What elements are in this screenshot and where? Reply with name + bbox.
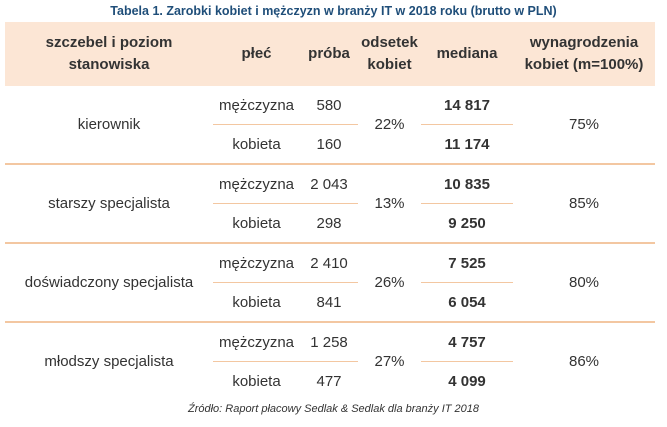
median-cell: 11 174 — [421, 124, 513, 165]
table-row: kobieta 841 6 054 — [5, 282, 655, 323]
share-cell: 13% — [358, 164, 421, 244]
sex-cell: mężczyzna — [213, 86, 300, 125]
sample-cell: 1 258 — [300, 322, 358, 362]
median-cell: 4 757 — [421, 322, 513, 362]
median-cell: 4 099 — [448, 372, 486, 390]
position-cell: młodszy specjalista — [44, 353, 174, 370]
table-row: kobieta 298 9 250 — [5, 203, 655, 244]
sample-cell: 477 — [316, 372, 342, 390]
ratio-cell: 85% — [513, 164, 655, 244]
sample-cell: 2 410 — [300, 243, 358, 283]
header-share: odsetek kobiet — [358, 22, 421, 86]
sample-cell: 160 — [300, 124, 358, 165]
position-cell: kierownik — [5, 86, 213, 165]
table-row: kobieta 477 4 099 — [5, 362, 655, 401]
median-cell: 7 525 — [421, 243, 513, 283]
sex-cell: kobieta — [213, 124, 300, 165]
median-cell: 10 835 — [421, 164, 513, 204]
table-title: Tabela 1. Zarobki kobiet i mężczyzn w br… — [110, 4, 557, 18]
sex-cell: kobieta — [213, 203, 300, 244]
table-row: doświadczony specjalista mężczyzna 2 410… — [5, 243, 655, 323]
table-header-row: szczebel i poziom stanowiska płeć próba … — [5, 22, 655, 86]
ratio-cell: 75% — [513, 86, 655, 165]
position-cell: starszy specjalista — [5, 164, 213, 244]
sex-cell: kobieta — [213, 282, 300, 323]
sex-cell: kobieta — [232, 372, 281, 390]
ratio-cell: 86% — [568, 353, 600, 370]
header-median: mediana — [421, 22, 513, 86]
ratio-cell: 80% — [513, 243, 655, 323]
header-position: szczebel i poziom stanowiska — [5, 22, 213, 86]
header-sex: płeć — [213, 22, 300, 86]
sex-cell: mężczyzna — [213, 164, 300, 204]
header-sample: próba — [300, 22, 358, 86]
sex-cell: mężczyzna — [213, 243, 300, 283]
sample-cell: 841 — [300, 282, 358, 323]
sample-cell: 298 — [300, 203, 358, 244]
table-row: starszy specjalista mężczyzna 2 043 13% … — [5, 164, 655, 244]
header-ratio: wynagrodzenia kobiet (m=100%) — [513, 22, 655, 86]
share-cell: 27% — [374, 353, 405, 370]
share-cell: 26% — [358, 243, 421, 323]
median-cell: 14 817 — [421, 86, 513, 125]
median-cell: 6 054 — [421, 282, 513, 323]
table-row: młodszy specjalista mężczyzna 1 258 27% … — [5, 322, 655, 370]
sample-cell: 2 043 — [300, 164, 358, 204]
position-cell: doświadczony specjalista — [5, 243, 213, 323]
table-row: kobieta 160 11 174 — [5, 124, 655, 165]
table-row: kierownik mężczyzna 580 22% 14 817 75% — [5, 86, 655, 165]
share-cell: 22% — [358, 86, 421, 165]
sex-cell: mężczyzna — [213, 322, 300, 362]
median-cell: 9 250 — [421, 203, 513, 244]
salary-table: szczebel i poziom stanowiska płeć próba … — [5, 22, 655, 400]
source-note: Źródło: Raport płacowy Sedlak & Sedlak d… — [187, 403, 480, 415]
sample-cell: 580 — [300, 86, 358, 125]
